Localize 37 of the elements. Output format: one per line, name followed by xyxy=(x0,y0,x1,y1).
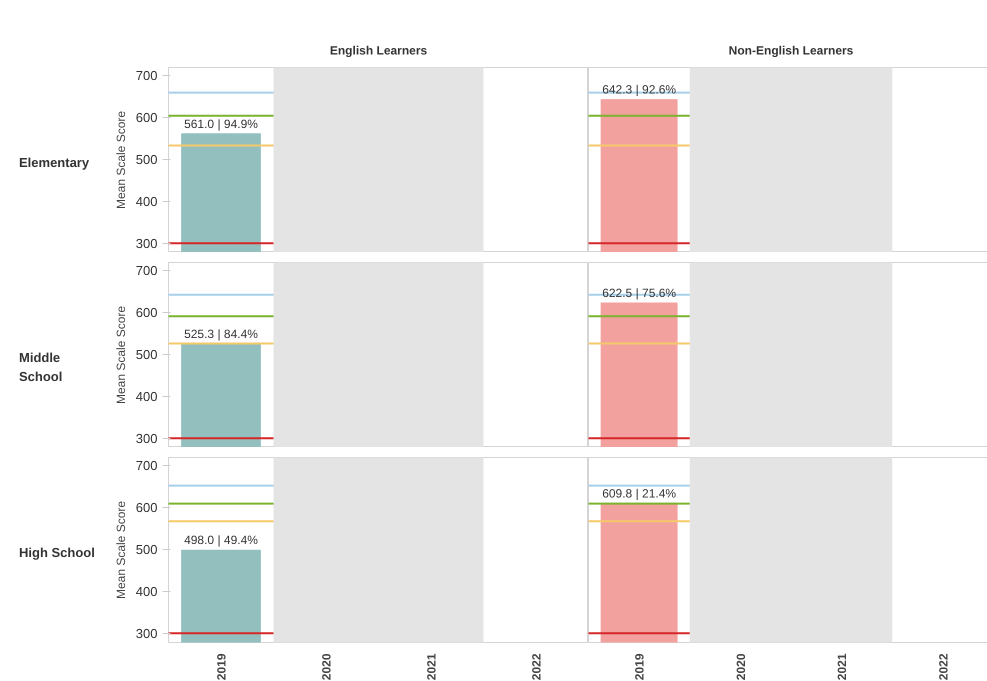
x-tick-label: 2020 xyxy=(320,653,334,680)
text: Elementary xyxy=(19,154,90,172)
data-label: 561.0 | 94.9% xyxy=(184,116,258,131)
y-axis-title: Mean Scale Score xyxy=(114,110,128,210)
y-axis-title: Mean Scale Score xyxy=(114,500,128,600)
x-tick-label: 2020 xyxy=(734,653,748,680)
y-tick-label: 600 xyxy=(136,500,158,515)
x-tick-label: 2019 xyxy=(632,653,647,680)
y-axis-title: Mean Scale Score xyxy=(114,306,128,404)
y-tick-label: 700 xyxy=(136,458,158,473)
x-tick-label: 2022 xyxy=(530,653,544,680)
y-tick-label: 400 xyxy=(136,388,158,404)
y-tick-label: 600 xyxy=(136,110,158,125)
y-tick-label: 700 xyxy=(136,262,158,278)
chart-title: English Learners xyxy=(330,44,428,58)
y-tick-label: 500 xyxy=(136,152,158,167)
y-tick-label: 500 xyxy=(136,542,158,557)
data-label: 498.0 | 49.4% xyxy=(184,533,258,548)
text: High School xyxy=(19,544,95,562)
y-tick-label: 600 xyxy=(136,304,158,320)
data-label: 642.3 | 92.6% xyxy=(602,82,676,97)
x-tick-label: 2019 xyxy=(214,653,228,680)
y-tick-label: 300 xyxy=(136,430,158,446)
chart-title: Non-English Learners xyxy=(728,44,854,58)
x-tick-label: 2021 xyxy=(424,653,438,680)
y-tick-label: 500 xyxy=(136,346,158,362)
y-tick-label: 400 xyxy=(136,584,158,599)
data-label: 609.8 | 21.4% xyxy=(602,486,676,500)
text: Middle School xyxy=(19,349,62,386)
data-label: 622.5 | 75.6% xyxy=(602,286,676,300)
y-tick-label: 300 xyxy=(136,236,158,251)
y-tick-label: 700 xyxy=(136,68,158,83)
data-label: 525.3 | 84.4% xyxy=(184,326,258,341)
y-tick-label: 300 xyxy=(136,626,158,641)
x-tick-label: 2022 xyxy=(936,653,950,680)
y-tick-label: 400 xyxy=(136,194,158,209)
x-tick-label: 2021 xyxy=(835,653,850,680)
